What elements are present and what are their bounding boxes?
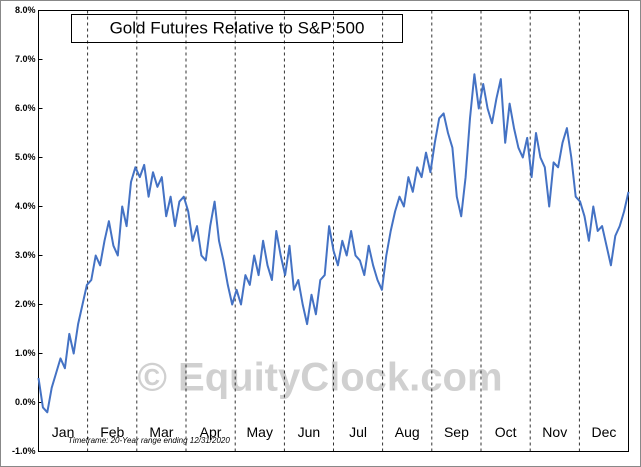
footnote: Timeframe: 20-Year range ending 12/31/20…: [68, 436, 230, 445]
y-tick-label: 0.0%: [15, 397, 36, 407]
title-box: [71, 14, 403, 43]
y-tick-label: 8.0%: [15, 5, 36, 15]
y-tick-label: 3.0%: [15, 250, 36, 260]
x-tick-label: Oct: [495, 424, 517, 440]
y-tick-label: 7.0%: [15, 54, 36, 64]
chart-title: Gold Futures Relative to S&P 500: [110, 18, 365, 37]
y-tick-label: 5.0%: [15, 152, 36, 162]
watermark: © EquityClock.com: [137, 356, 502, 400]
y-tick-label: 4.0%: [15, 201, 36, 211]
x-tick-label: May: [247, 424, 273, 440]
x-tick-label: Apr: [200, 424, 222, 440]
x-tick-label: Aug: [395, 424, 420, 440]
x-tick-label: Mar: [149, 424, 173, 440]
x-tick-label: Jun: [298, 424, 321, 440]
y-tick-label: 6.0%: [15, 103, 36, 113]
x-tick-label: Nov: [542, 424, 567, 440]
line-series: [37, 73, 630, 414]
y-tick-label: 1.0%: [15, 348, 36, 358]
x-tick-label: Dec: [591, 424, 616, 440]
x-tick-label: Jan: [52, 424, 75, 440]
x-tick-label: Sep: [444, 424, 469, 440]
x-tick-label: Jul: [349, 424, 367, 440]
y-tick-label: 2.0%: [15, 299, 36, 309]
y-tick-label: -1.0%: [12, 446, 36, 456]
x-tick-label: Feb: [100, 424, 124, 440]
